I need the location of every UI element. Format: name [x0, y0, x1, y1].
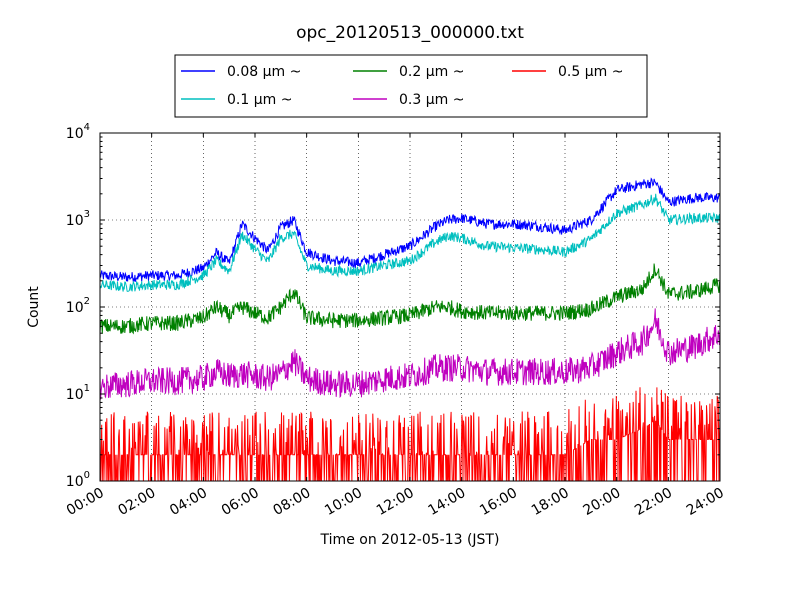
series-line-0: [99, 177, 721, 283]
axis-ticks: 00:00 02:00 04:00 06:00 08:00 10:00 12:00 14:00…: [64, 122, 727, 519]
legend: 0.08 μm ~ 0.1 μm ~ 0.2 μm ~ 0.3 μm ~ 0.5 μm …: [174, 54, 648, 118]
series-line-1: [99, 193, 721, 292]
legend-entry: 0.2 μm ~: [399, 64, 464, 80]
legend-entry: 0.5 μm ~: [558, 64, 623, 80]
legend-entry: 0.08 μm ~: [227, 64, 301, 80]
legend-frame: [174, 54, 648, 118]
series-line-3: [99, 308, 721, 400]
y-axis-label: Count: [26, 286, 42, 328]
y-tick-label: 103: [66, 209, 90, 229]
y-tick-label: 104: [66, 122, 90, 142]
x-axis-label: Time on 2012-05-13 (JST): [320, 532, 500, 548]
y-tick-label: 101: [66, 383, 90, 403]
y-tick-label: 102: [66, 296, 90, 316]
chart-title: opc_20120513_000000.txt: [296, 23, 524, 43]
series-line-2: [99, 263, 721, 335]
legend-entry: 0.3 μm ~: [399, 92, 464, 108]
legend-entry: 0.1 μm ~: [227, 92, 292, 108]
y-tick-label: 100: [66, 470, 90, 490]
